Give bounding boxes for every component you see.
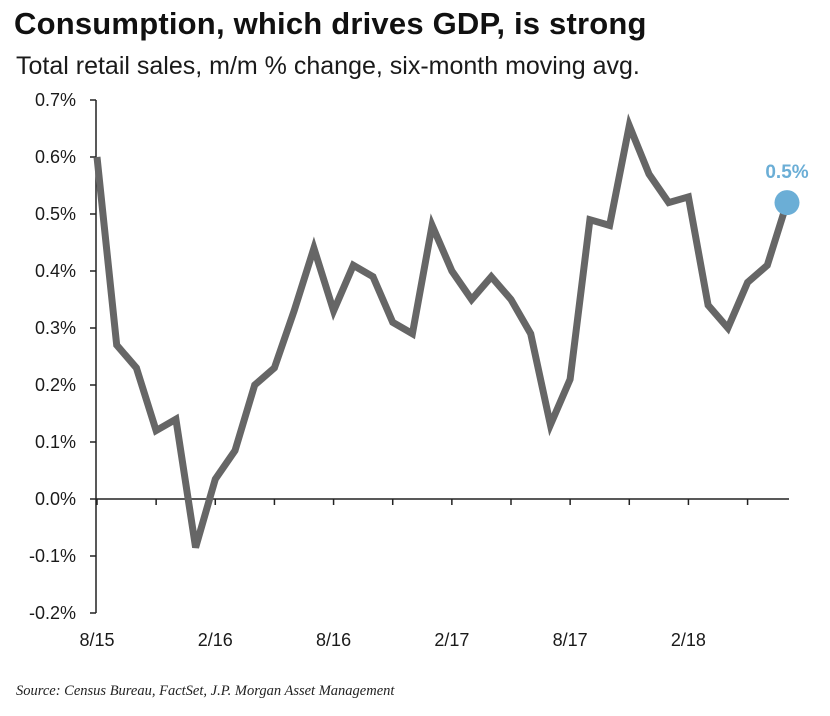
data-point — [647, 172, 651, 176]
chart-title: Consumption, which drives GDP, is strong — [14, 6, 647, 41]
data-point — [746, 280, 750, 284]
data-point — [213, 477, 217, 481]
data-point — [371, 275, 375, 279]
data-point — [608, 223, 612, 227]
x-tick-label: 8/17 — [553, 630, 588, 650]
data-point — [134, 366, 138, 370]
x-tick-label: 8/15 — [79, 630, 114, 650]
data-point — [154, 429, 158, 433]
end-value-label: 0.5% — [765, 162, 808, 183]
data-point — [726, 326, 730, 330]
data-point — [430, 223, 434, 227]
data-point — [253, 383, 257, 387]
data-point — [588, 218, 592, 222]
data-point — [548, 423, 552, 427]
y-tick-label: 0.3% — [35, 318, 76, 338]
source-note: Source: Census Bureau, FactSet, J.P. Mor… — [16, 683, 395, 699]
data-point — [332, 309, 336, 313]
y-tick-label: 0.7% — [35, 90, 76, 110]
x-tick-label: 2/18 — [671, 630, 706, 650]
data-point — [627, 124, 631, 128]
y-tick-label: 0.2% — [35, 375, 76, 395]
data-point — [568, 377, 572, 381]
y-tick-label: 0.4% — [35, 261, 76, 281]
data-point — [450, 269, 454, 273]
y-tick-label: 0.1% — [35, 432, 76, 452]
data-point — [391, 320, 395, 324]
x-tick-label: 8/16 — [316, 630, 351, 650]
end-point-marker — [774, 190, 800, 216]
x-tick-label: 2/16 — [198, 630, 233, 650]
data-point — [174, 417, 178, 421]
data-point — [470, 298, 474, 302]
data-point — [95, 155, 99, 159]
data-point — [509, 298, 513, 302]
data-point — [529, 332, 533, 336]
y-tick-label: 0.6% — [35, 147, 76, 167]
y-tick-label: 0.5% — [35, 204, 76, 224]
data-point — [292, 309, 296, 313]
series-line — [93, 113, 791, 549]
data-point — [351, 263, 355, 267]
data-point — [667, 201, 671, 205]
data-point — [272, 366, 276, 370]
y-tick-label: -0.1% — [29, 546, 76, 566]
chart-subtitle: Total retail sales, m/m % change, six-mo… — [16, 52, 640, 80]
data-point — [233, 449, 237, 453]
data-point — [312, 246, 316, 250]
y-tick-label: -0.2% — [29, 603, 76, 623]
x-tick-label: 2/17 — [434, 630, 469, 650]
data-point — [686, 195, 690, 199]
data-point — [765, 263, 769, 267]
data-point — [115, 343, 119, 347]
y-tick-label: 0.0% — [35, 489, 76, 509]
data-point — [489, 275, 493, 279]
data-point — [410, 332, 414, 336]
data-point — [194, 545, 198, 549]
data-point — [706, 303, 710, 307]
